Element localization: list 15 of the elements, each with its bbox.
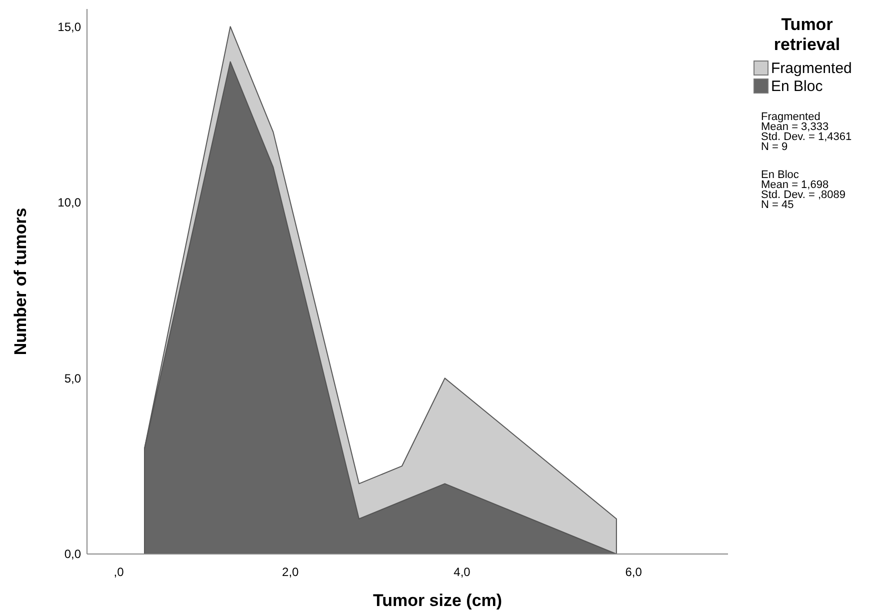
- y-tick-label: 5,0: [64, 371, 82, 386]
- legend-label: Fragmented: [771, 60, 852, 77]
- legend-label: En Bloc: [771, 78, 824, 95]
- x-tick-label: 6,0: [625, 565, 642, 579]
- x-axis-title: Tumor size (cm): [372, 591, 502, 610]
- legend-title: Tumor retrieval: [774, 15, 840, 54]
- y-tick-label: 10,0: [58, 196, 82, 210]
- y-axis-title: Number of tumors: [11, 208, 30, 356]
- x-tick-label: 2,0: [282, 565, 300, 579]
- text: Fragmented Mean = 3,333 Std. Dev. = 1,4361 N = 9: [761, 111, 852, 153]
- x-tick-label: ,0: [114, 565, 124, 579]
- y-tick-label: 0,0: [64, 547, 82, 562]
- y-tick-label: 15,0: [58, 20, 82, 34]
- text: En Bloc Mean = 1,698 Std. Dev. = ,8089 N = 45: [761, 169, 846, 211]
- x-tick-label: 4,0: [454, 565, 471, 579]
